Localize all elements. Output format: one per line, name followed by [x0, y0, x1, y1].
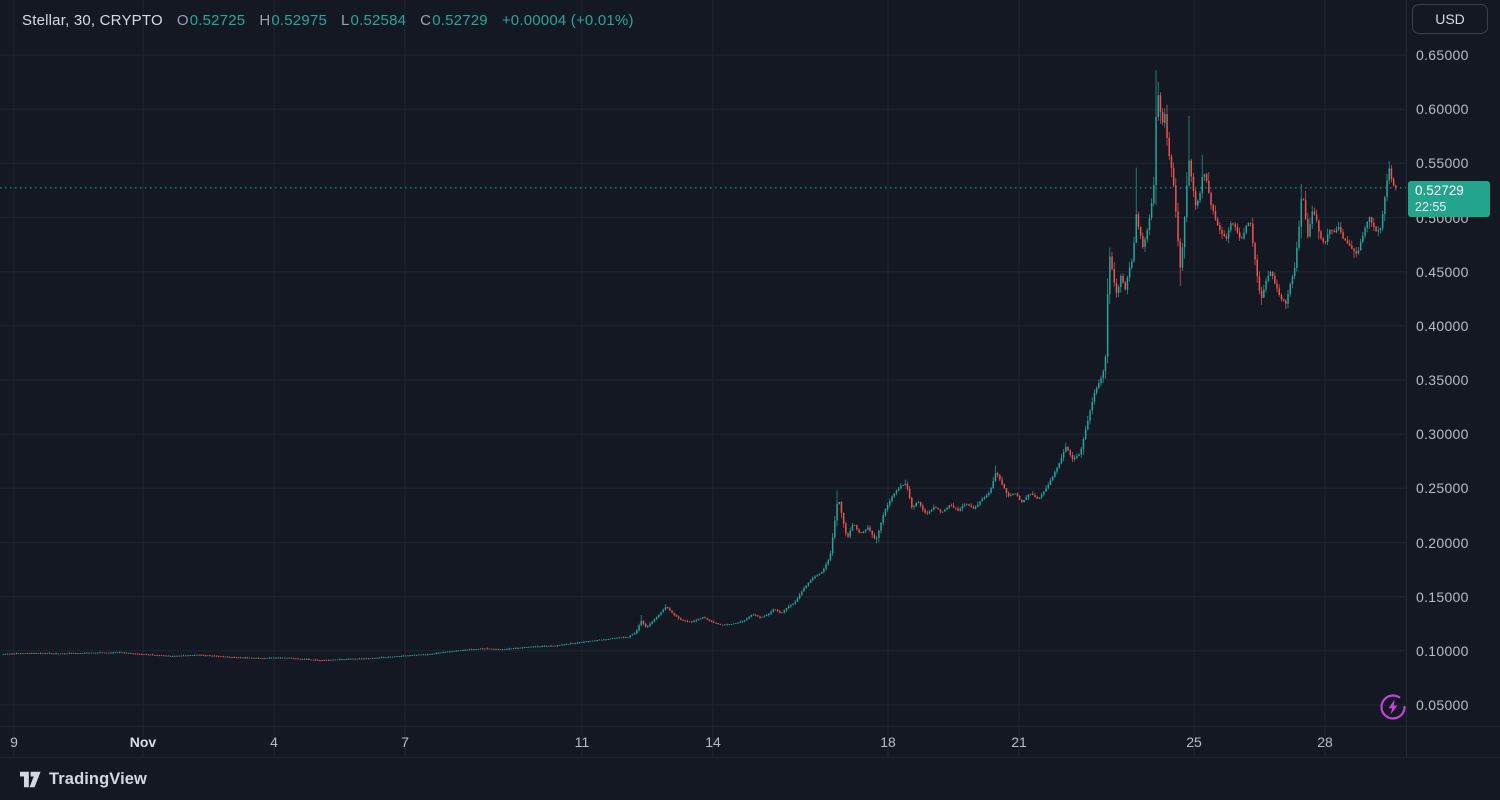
time-scale[interactable]: 9 Nov 4 7 11 14 18 21 25 28 — [0, 726, 1500, 757]
time-tick-label: 11 — [574, 734, 590, 750]
ohlc-close: C 0.52729 — [420, 11, 488, 29]
time-tick-label: Nov — [129, 734, 157, 750]
ohlc-open: O 0.52725 — [176, 11, 246, 29]
time-tick-label: 28 — [1317, 734, 1333, 750]
currency-button[interactable]: USD — [1412, 4, 1488, 34]
last-price-badge: 0.52729 22:55 — [1408, 180, 1490, 217]
price-tick-label: 0.20000 — [1416, 534, 1469, 551]
time-tick-label: 18 — [880, 734, 896, 750]
price-tick-label: 0.60000 — [1416, 101, 1469, 118]
symbol-title[interactable]: Stellar, 30, CRYPTO — [22, 11, 163, 29]
time-tick-label: 21 — [1011, 734, 1027, 750]
tradingview-logo-link[interactable]: TradingView — [20, 770, 147, 789]
tradingview-brand-text: TradingView — [49, 769, 147, 788]
flash-boost-button[interactable] — [1378, 692, 1408, 722]
price-tick-label: 0.65000 — [1416, 47, 1469, 63]
grid-lines — [0, 0, 1406, 757]
ohlc-low: L 0.52584 — [340, 11, 407, 29]
candles-layer — [2, 70, 1397, 662]
price-tick-label: 0.10000 — [1416, 642, 1469, 659]
tradingview-logo-icon — [20, 771, 41, 787]
time-tick-label: 9 — [10, 734, 18, 750]
price-scale[interactable]: USD 0.52729 22:55 0.65000 0.60000 0.55000 0… — [1406, 0, 1500, 757]
bar-close-countdown: 22:55 — [1415, 199, 1447, 214]
price-tick-label: 0.35000 — [1416, 372, 1469, 388]
time-tick-label: 25 — [1186, 734, 1202, 750]
price-tick-label: 0.55000 — [1416, 155, 1469, 172]
price-tick-label: 0.40000 — [1416, 317, 1469, 334]
price-tick-label: 0.30000 — [1416, 426, 1469, 443]
chart-plot-area[interactable] — [0, 0, 1406, 757]
price-change: +0.00004 (+0.01%) — [501, 11, 634, 29]
footer-bar: TradingView — [0, 757, 1500, 800]
last-price-value: 0.52729 — [1415, 182, 1464, 198]
flash-icon — [1380, 694, 1406, 720]
time-tick-label: 4 — [270, 734, 278, 750]
time-tick-label: 7 — [401, 734, 409, 750]
time-tick-label: 14 — [705, 734, 721, 750]
price-tick-label: 0.15000 — [1416, 588, 1469, 605]
ohlc-high: H 0.52975 — [259, 11, 327, 29]
price-tick-label: 0.25000 — [1416, 480, 1469, 497]
price-tick-label: 0.05000 — [1416, 697, 1469, 713]
price-tick-label: 0.45000 — [1416, 263, 1469, 280]
